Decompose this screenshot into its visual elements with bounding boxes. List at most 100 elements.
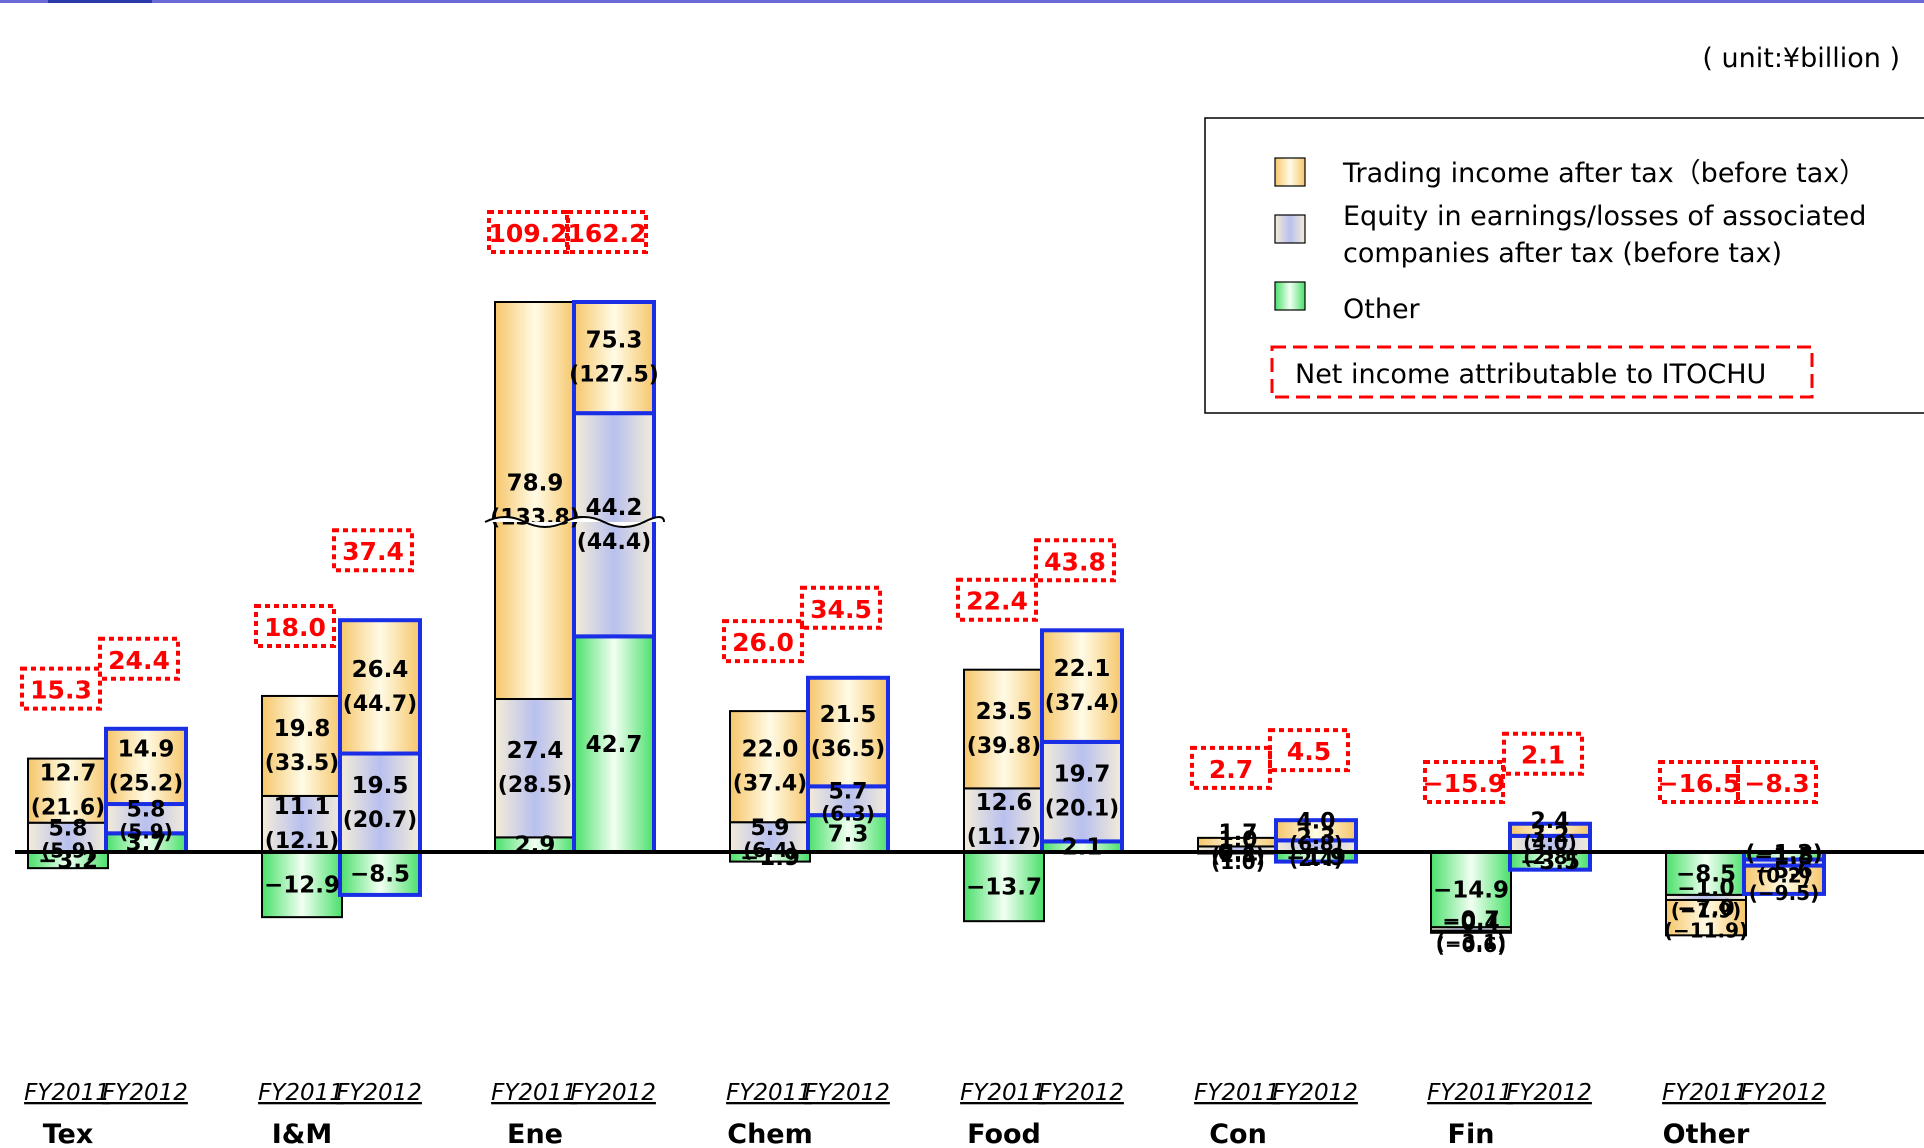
value-label-before: (−3.1) (1436, 930, 1506, 954)
legend-label-trading: Trading income after tax（before tax） (1342, 158, 1866, 189)
net-income-label: 15.3 (30, 676, 92, 705)
value-label-before: (36.5) (811, 737, 885, 762)
top-bar-accent (48, 0, 152, 3)
net-income-box (254, 603, 336, 648)
net-income-box (1190, 745, 1272, 790)
value-label-before: (5.9) (41, 838, 95, 862)
value-label-after: −3.5 (1520, 849, 1580, 875)
segment-label: Other (1663, 1119, 1750, 1148)
legend-swatch-other (1274, 281, 1306, 311)
bar-con-FY2012-trading (1274, 818, 1358, 843)
value-label-after: 12.6 (976, 790, 1033, 816)
value-label-before: (−11.9) (1664, 919, 1748, 943)
value-label-after: 44.2 (586, 495, 643, 521)
bar-other-FY2011-trading (1665, 898, 1747, 937)
net-income-label: 162.2 (567, 219, 646, 248)
value-label-after: 78.9 (507, 470, 564, 496)
value-label-before: (20.1) (1045, 797, 1119, 822)
bar-food-FY2012-equity (1040, 739, 1124, 844)
segment-label: Chem (727, 1119, 812, 1148)
value-label-before: (6.4) (743, 838, 797, 862)
year-label: FY2012 (1506, 1080, 1592, 1106)
value-label-before: (21.6) (31, 796, 105, 821)
value-label-after: −1.9 (1286, 845, 1346, 871)
value-label-before: (25.2) (109, 771, 183, 796)
year-label: FY2012 (1740, 1080, 1826, 1106)
value-label-after: 27.4 (507, 738, 564, 764)
value-label-after: 1.0 (1219, 828, 1258, 853)
value-label-after: 5.9 (751, 816, 790, 841)
value-label-after: −12.9 (264, 873, 340, 899)
value-label-after: 2.1 (1062, 835, 1103, 861)
bars-layer (27, 300, 1826, 937)
net-income-box (20, 666, 102, 711)
bar-tex-FY2012-trading (104, 726, 188, 807)
net-income-label: 4.5 (1287, 737, 1331, 766)
value-label-before: (2.4) (1289, 847, 1343, 871)
segment-label: Ene (507, 1119, 563, 1148)
value-label-after: −8.5 (1676, 861, 1736, 887)
value-label-after: 3.2 (1531, 823, 1570, 848)
bar-im-FY2011-trading (261, 694, 343, 797)
value-label-before: (2.8) (1523, 845, 1577, 869)
value-label-after: 11.1 (274, 794, 331, 820)
year-label: FY2011 (24, 1080, 110, 1106)
value-label-after: 19.5 (352, 773, 409, 799)
value-label-after: −5.6 (1755, 859, 1812, 884)
legend-label-equity-line1: Equity in earnings/losses of associated (1343, 201, 1866, 232)
net-income-box (1423, 760, 1505, 804)
net-income-label: 18.0 (264, 613, 326, 642)
bar-im-FY2011-equity (261, 794, 343, 854)
value-label-before: (−9.5) (1749, 881, 1819, 905)
legend-swatch-equity (1274, 214, 1306, 244)
bar-food-FY2011-trading (963, 668, 1045, 790)
net-income-label: 24.4 (108, 646, 170, 675)
value-label-after: 1.7 (1219, 821, 1258, 846)
value-label-after: 7.3 (828, 822, 869, 848)
value-label-before: (39.8) (967, 734, 1041, 759)
value-label-after: 5.8 (49, 816, 88, 841)
segment-label: Food (967, 1119, 1041, 1148)
value-label-after: 75.3 (586, 328, 643, 354)
year-label: FY2011 (726, 1080, 812, 1106)
year-label: FY2012 (804, 1080, 890, 1106)
net-income-label: 2.1 (1521, 741, 1565, 770)
value-label-after: −1.5 (1754, 844, 1814, 870)
bar-ene-FY2012-trading (572, 300, 656, 416)
bar-fin-FY2012-trading (1508, 821, 1592, 838)
value-label-before: (11.7) (967, 825, 1041, 850)
value-label-after: 23.5 (976, 699, 1033, 725)
net-income-label: 2.7 (1209, 755, 1253, 784)
value-label-before: (5.9) (119, 820, 173, 844)
value-label-after: −1.9 (740, 845, 800, 871)
net-income-box (1268, 728, 1350, 773)
value-label-before: (0.2) (1757, 864, 1811, 888)
value-label-after: 21.5 (820, 702, 877, 728)
net-income-label: −8.3 (1744, 769, 1809, 798)
bar-ene-FY2011-equity (494, 697, 576, 839)
value-label-after: 12.7 (40, 761, 97, 787)
legend-label-net: Net income attributable to ITOCHU (1295, 359, 1766, 390)
legend-swatch-trading (1274, 157, 1306, 187)
value-label-after: 4.0 (1297, 809, 1336, 834)
value-label-before: (12.1) (265, 829, 339, 854)
net-income-box (1736, 760, 1818, 804)
value-label-before: (2.8) (1211, 843, 1265, 867)
year-label: FY2011 (491, 1080, 577, 1106)
year-label: FY2011 (1662, 1080, 1748, 1106)
value-label-after: 19.8 (274, 716, 331, 742)
bar-chem-FY2012-trading (806, 675, 890, 789)
top-bar (0, 0, 1924, 3)
year-label: FY2011 (258, 1080, 344, 1106)
value-label-before: (20.7) (343, 808, 417, 833)
bar-im-FY2011-other (261, 851, 343, 919)
value-label-after: (−1.2) (1745, 842, 1823, 867)
net-income-label: 43.8 (1044, 547, 1106, 576)
year-label: FY2012 (336, 1080, 422, 1106)
value-label-after: 2.9 (515, 833, 556, 859)
value-label-after: 42.7 (586, 732, 643, 758)
year-label: FY2011 (1427, 1080, 1513, 1106)
bar-food-FY2012-trading (1040, 628, 1124, 744)
net-income-label: 37.4 (342, 537, 404, 566)
net-income-box (332, 528, 414, 573)
